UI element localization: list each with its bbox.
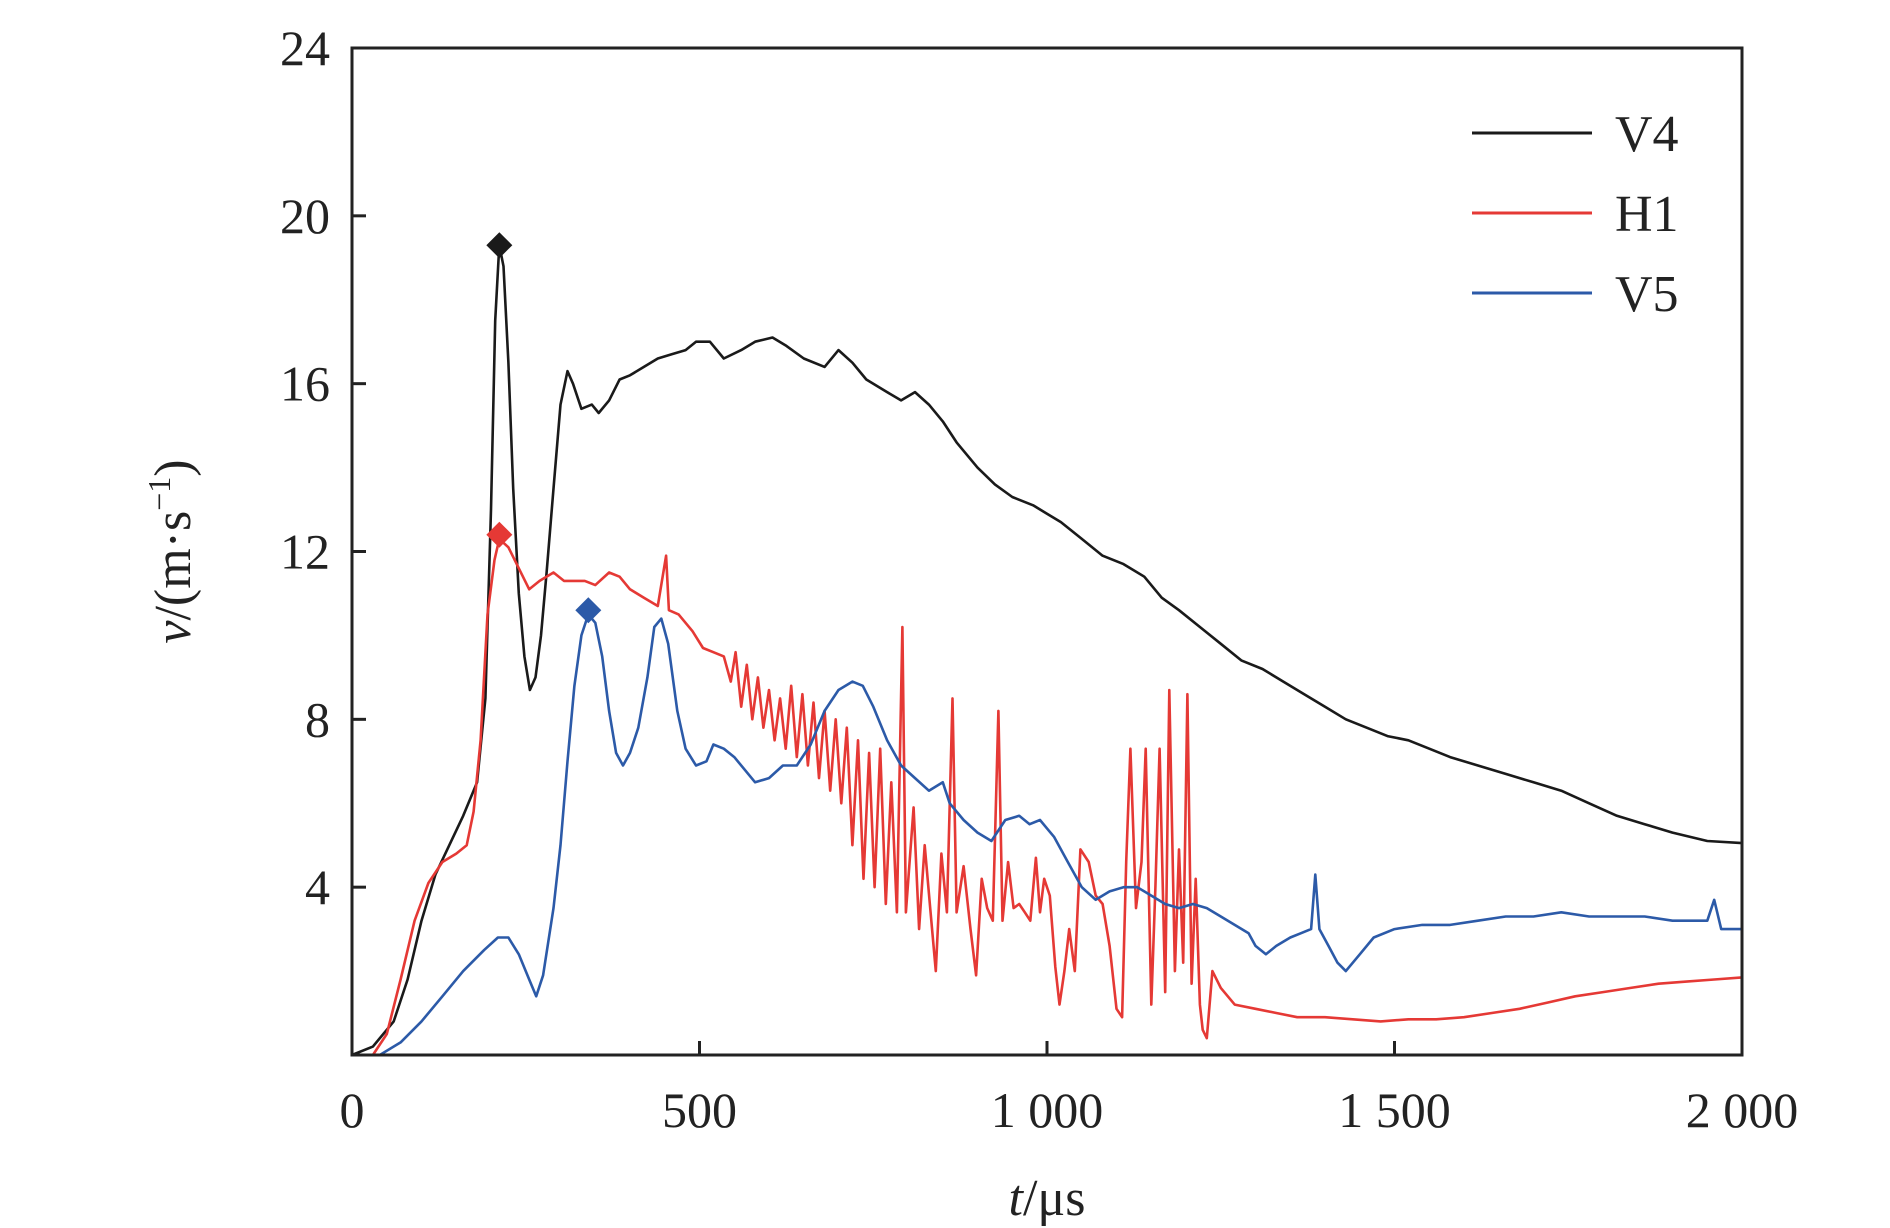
series-line-h1 xyxy=(371,537,1743,1056)
x-axis-title: t/μs xyxy=(1008,1170,1085,1227)
y-tick-label: 20 xyxy=(280,188,330,244)
peak-marker-layer xyxy=(486,232,602,624)
peak-marker-h1 xyxy=(486,521,513,548)
peak-marker-v5 xyxy=(575,597,602,624)
x-tick-label: 1 000 xyxy=(991,1082,1104,1138)
y-tick-label: 16 xyxy=(280,356,330,412)
x-tick-label: 1 500 xyxy=(1338,1082,1451,1138)
x-axis-variable: t xyxy=(1008,1170,1024,1227)
y-tick-label: 4 xyxy=(305,859,330,915)
x-tick-label: 500 xyxy=(662,1082,737,1138)
legend: V4 H1 V5 xyxy=(1472,106,1679,323)
y-tick-label: 12 xyxy=(280,524,330,580)
y-axis-title: v/(m·s−1) xyxy=(141,459,202,643)
legend-label-v5: V5 xyxy=(1615,266,1679,323)
tick-layer: 0 500 1 000 1 500 2 000 4 8 12 16 20 24 xyxy=(280,20,1798,1138)
x-tick-label: 2 000 xyxy=(1686,1082,1799,1138)
legend-label-v4: V4 xyxy=(1615,106,1679,163)
y-tick-label: 24 xyxy=(280,20,330,76)
peak-marker-v4 xyxy=(486,232,513,259)
x-tick-label: 0 xyxy=(340,1082,365,1138)
y-axis-unit-close: ) xyxy=(145,459,202,476)
y-axis-variable: v xyxy=(145,620,202,644)
series-line-v4 xyxy=(351,243,1743,1057)
y-tick-label: 8 xyxy=(305,691,330,747)
legend-label-h1: H1 xyxy=(1615,186,1679,243)
x-axis-unit: /μs xyxy=(1023,1170,1086,1227)
y-axis-unit: /(m·s xyxy=(145,511,202,621)
y-axis-unit-superscript: −1 xyxy=(141,477,177,511)
